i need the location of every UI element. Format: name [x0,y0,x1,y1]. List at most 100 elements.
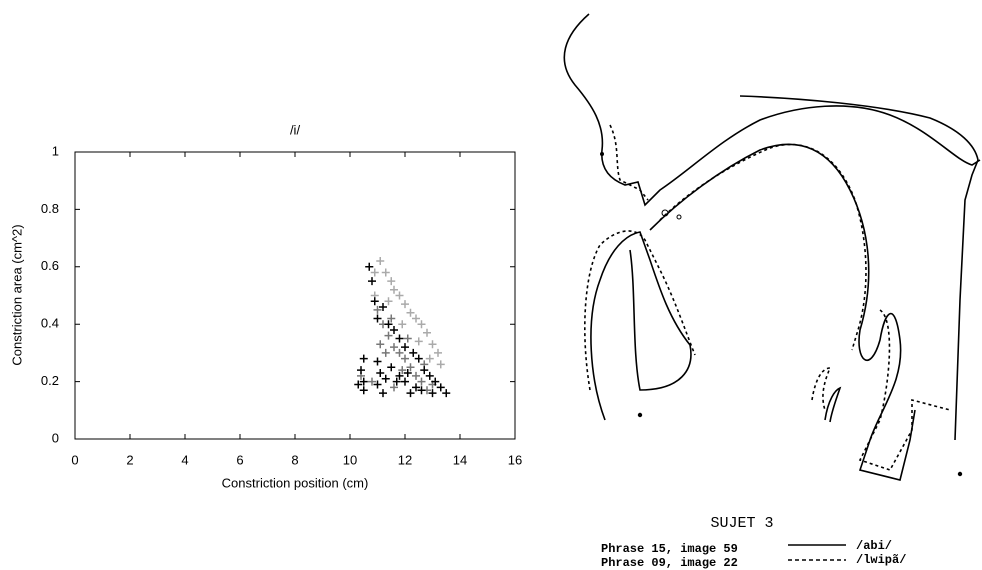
landmark-circle [676,214,682,220]
scatter-point [403,334,412,343]
x-tick-label: 2 [126,452,133,467]
scatter-point [376,340,385,349]
scatter-point [390,383,398,392]
scatter-point [395,371,404,380]
x-tick-label: 14 [453,452,467,467]
scatter-point [417,320,426,329]
scatter-point [406,363,415,372]
y-tick-label: 0.8 [41,201,59,216]
scatter-point [436,383,445,392]
scatter-point [401,300,409,309]
scatter-point [354,380,363,389]
scatter-point [425,371,434,380]
scatter-point [390,285,398,294]
scatter-point [365,262,374,271]
x-tick-label: 0 [71,452,78,467]
vocal-tract-diagram [563,13,981,481]
y-tick-label: 0 [52,430,59,445]
scatter-point [398,320,407,329]
legend-token: /abi/ [856,539,892,553]
scatter-point [428,340,437,349]
x-axis-label: Constriction position (cm) [222,475,369,490]
scatter-point [395,291,404,300]
scatter-point [401,343,409,352]
subject-label: SUJET 3 [710,515,773,532]
scatter-point [425,354,434,363]
scatter-point [436,360,445,369]
scatter-point [423,328,431,337]
scatter-point [406,308,415,317]
scatter-point [379,389,387,398]
epiglottis-dashed [811,367,832,411]
scatter-point [379,302,387,311]
scatter-point [390,325,398,334]
y-tick-label: 0.2 [41,373,59,388]
scatter-point [401,377,409,386]
landmark-dot [600,152,604,156]
y-tick-label: 1 [52,143,59,158]
face-profile [563,13,981,207]
x-tick-label: 8 [291,452,298,467]
scatter-point [384,320,393,329]
palate [739,95,979,441]
scatter-point [414,354,423,363]
landmark-dot [957,471,963,477]
x-tick-label: 6 [236,452,243,467]
x-tick-label: 12 [398,452,412,467]
scatter-point [376,368,385,377]
legend-label: Phrase 09, image 22 [601,556,738,570]
tongue-dashed [584,230,696,391]
y-tick-label: 0.6 [41,258,59,273]
scatter-point [384,331,393,340]
scatter-point [398,366,407,375]
scatter-point [392,377,401,386]
scatter-point [412,314,420,323]
scatter-point [373,314,382,323]
landmark-dot [637,412,643,418]
scatter-point [381,374,390,383]
scatter-point [359,354,368,363]
scatter-point [395,348,404,357]
epiglottis [824,386,842,423]
scatter-point [417,377,426,386]
scatter-point [442,389,451,398]
scatter-point [370,297,379,306]
scatter-point [414,337,423,346]
scatter-point [387,277,396,286]
x-tick-label: 10 [343,452,357,467]
scatter-point [373,305,382,314]
chart-title: /i/ [290,122,301,137]
scatter-point [357,366,365,375]
scatter-point [395,334,404,343]
scatter-point [390,343,398,352]
scatter-point [412,371,420,380]
scatter-point [373,357,382,366]
scatter-point [401,354,409,363]
legend-token: /lwipã/ [856,553,906,567]
tongue [590,231,692,421]
plot-frame [74,151,516,440]
scatter-point [406,389,415,398]
scatter-point [370,268,379,277]
scatter-point [387,363,396,372]
scatter-point [373,380,382,389]
scatter-point [387,314,396,323]
scatter-point [412,383,420,392]
scatter-points [354,257,451,398]
scatter-point [381,268,390,277]
scatter-point [417,386,426,395]
scatter-point [434,348,442,357]
face-profile-dashed [609,124,649,201]
scatter-point [409,348,418,357]
scatter-point [428,389,437,398]
landmark-circle [661,209,669,217]
y-tick-label: 0.4 [41,316,59,331]
scatter-point [359,377,368,386]
scatter-point [359,386,368,395]
scatter-point [381,348,390,357]
legend-label: Phrase 15, image 59 [601,542,738,556]
scatter-point [420,366,429,375]
x-tick-label: 4 [181,452,188,467]
scatter-point [368,377,376,386]
